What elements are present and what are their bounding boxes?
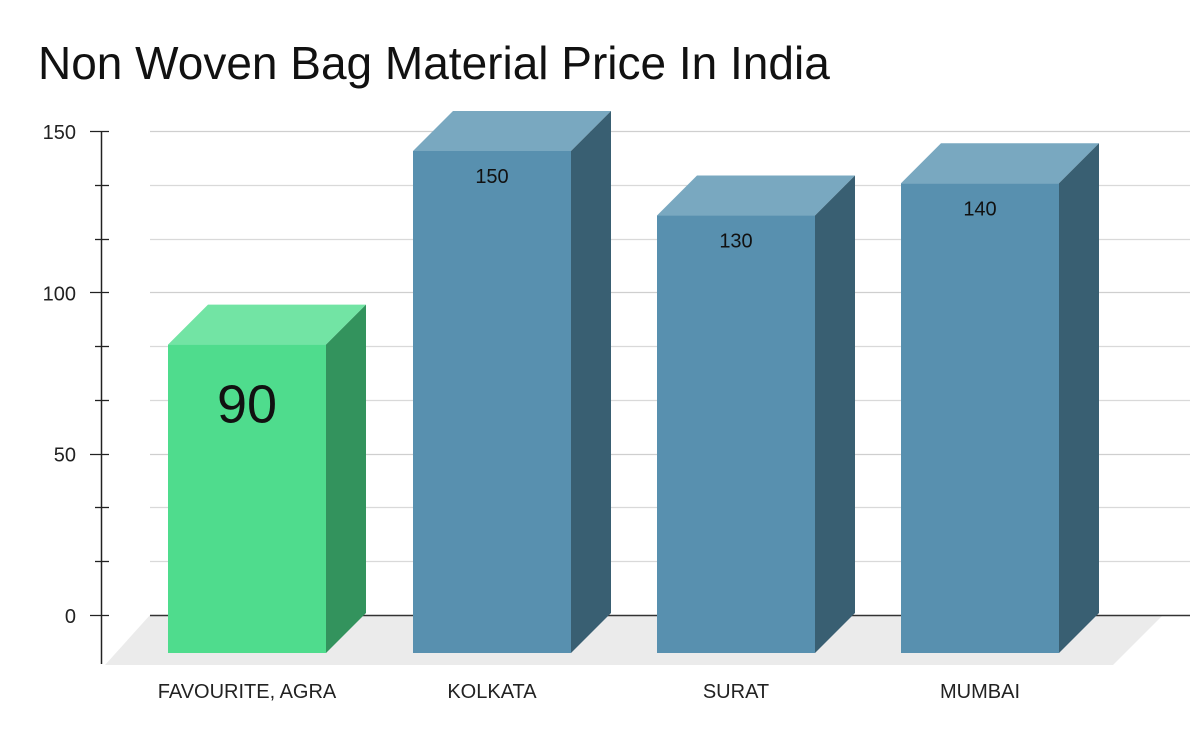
x-tick-label: MUMBAI (940, 681, 1020, 703)
data-label: 150 (475, 166, 508, 188)
y-tick-label: 150 (43, 122, 76, 144)
data-label: 90 (217, 375, 277, 435)
bar-side-face (815, 175, 855, 654)
bar (168, 344, 326, 653)
bar (413, 151, 571, 653)
data-label: 130 (719, 231, 752, 253)
x-tick-label: FAVOURITE, AGRA (158, 681, 337, 703)
chart-floor (105, 615, 1163, 665)
x-tick-label: SURAT (703, 681, 769, 703)
bar (901, 183, 1059, 653)
bar-side-face (1059, 143, 1099, 653)
y-tick-label: 0 (65, 606, 76, 628)
x-tick-label: KOLKATA (447, 681, 537, 703)
bar-side-face (571, 111, 611, 653)
y-tick-label: 100 (43, 283, 76, 305)
bar-top-face (413, 111, 611, 151)
bar-top-face (168, 304, 366, 345)
bar-top-face (901, 143, 1099, 184)
bar-top-face (657, 175, 855, 216)
bar-side-face (326, 304, 366, 653)
bar (657, 215, 815, 654)
data-label: 140 (963, 198, 996, 220)
chart-title: Non Woven Bag Material Price In India (38, 37, 830, 89)
y-tick-label: 50 (54, 445, 76, 467)
